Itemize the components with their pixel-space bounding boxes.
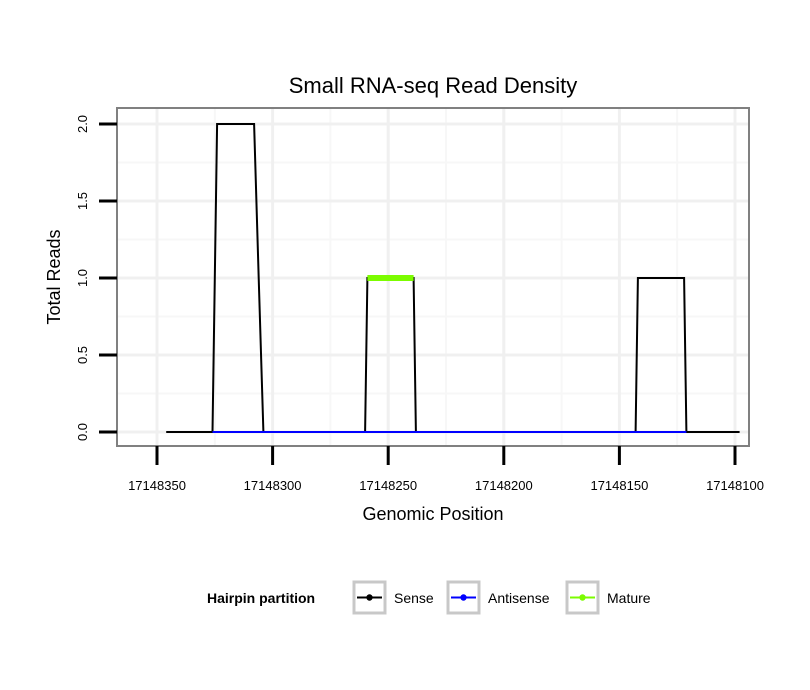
y-tick-label: 0.0 [75,423,90,441]
x-axis-title: Genomic Position [362,504,503,524]
legend-key-point [366,594,373,601]
legend-title: Hairpin partition [207,590,315,606]
y-tick-label: 1.0 [75,269,90,287]
x-tick-label: 17148100 [706,478,764,493]
legend-key-point [460,594,467,601]
chart-title: Small RNA-seq Read Density [289,73,578,98]
legend-label-sense: Sense [394,590,434,606]
legend-label-antisense: Antisense [488,590,550,606]
x-axis: 17148350 17148300 17148250 17148200 17148150… [128,446,764,493]
y-tick-label: 0.5 [75,346,90,364]
x-tick-label: 17148350 [128,478,186,493]
y-axis: 0.0 0.5 1.0 1.5 2.0 [75,115,117,441]
legend: Hairpin partition Sense Antisense Mature [207,580,651,615]
y-tick-label: 1.5 [75,192,90,210]
y-axis-title: Total Reads [44,229,64,324]
y-tick-label: 2.0 [75,115,90,133]
series-layer [166,123,740,433]
x-tick-label: 17148150 [590,478,648,493]
legend-label-mature: Mature [607,590,651,606]
x-tick-label: 17148300 [244,478,302,493]
x-tick-label: 17148250 [359,478,417,493]
legend-key-point [579,594,586,601]
x-tick-label: 17148200 [475,478,533,493]
